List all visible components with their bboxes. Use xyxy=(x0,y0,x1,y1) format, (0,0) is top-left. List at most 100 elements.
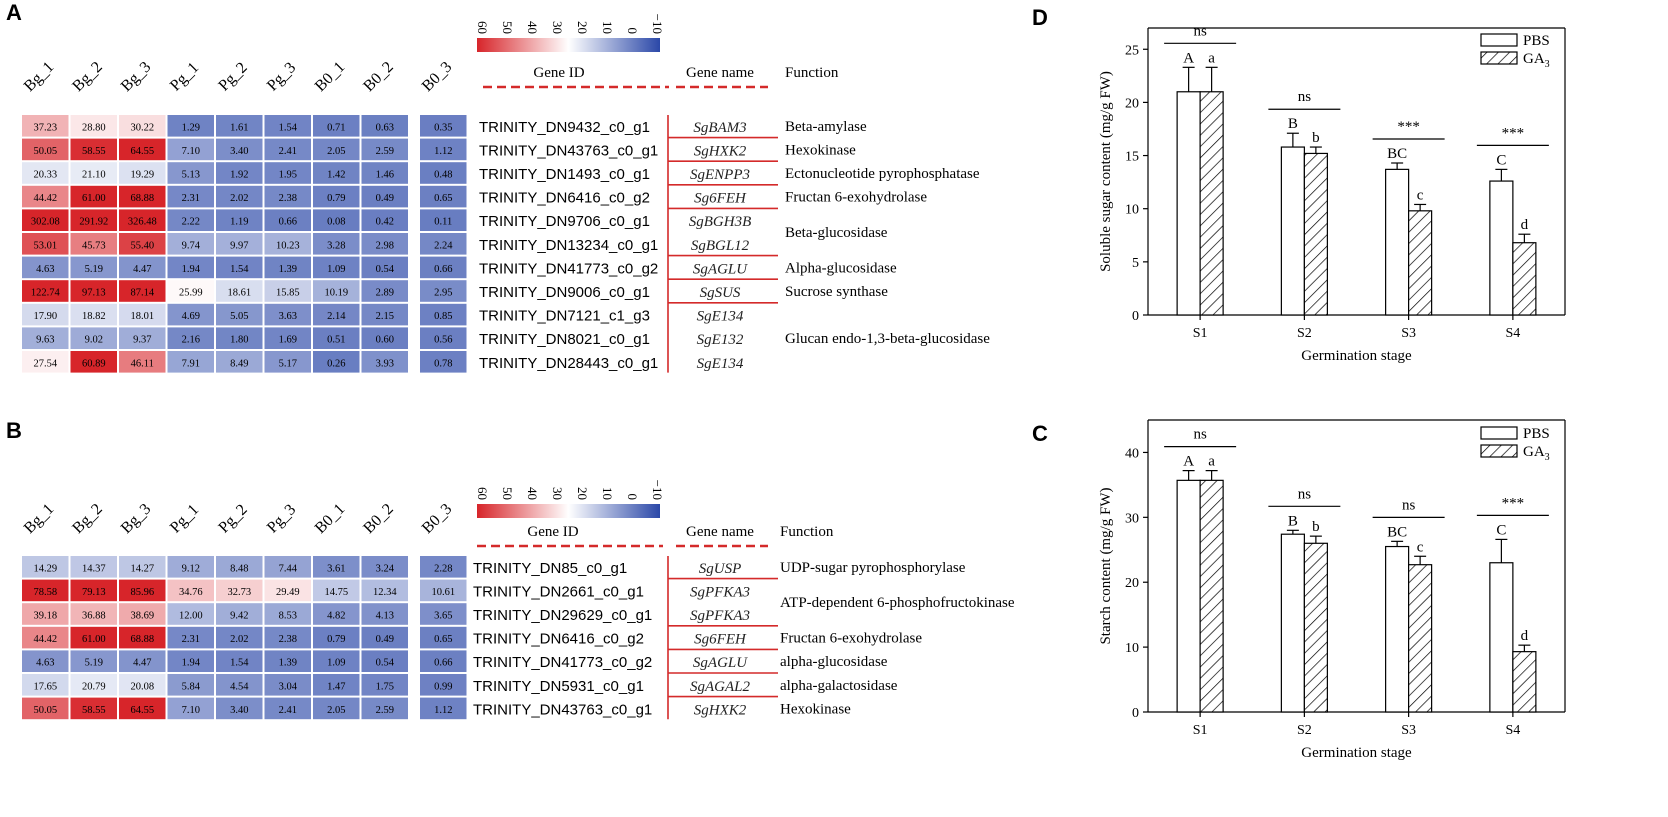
gene-id-label: TRINITY_DN29629_c0_g1 xyxy=(473,607,652,624)
significance-label: *** xyxy=(1502,125,1525,141)
heatmap-cell-value: 64.55 xyxy=(130,146,154,157)
heatmap-cell-value: 3.61 xyxy=(327,563,345,574)
color-scale-tick: 50 xyxy=(500,21,515,34)
heatmap-cell-value: 2.05 xyxy=(327,146,345,157)
heatmap-cell-value: 25.99 xyxy=(179,288,203,299)
color-scale-tick: 30 xyxy=(550,21,565,34)
heatmap-cell xyxy=(361,280,408,302)
heatmap-cell xyxy=(216,603,263,625)
heatmap-cell xyxy=(420,162,467,184)
heatmap-cell-value: 3.28 xyxy=(327,240,345,251)
gene-id-label: TRINITY_DN1493_c0_g1 xyxy=(479,166,650,183)
heatmap-cell xyxy=(70,697,117,720)
heatmap-cell xyxy=(22,233,69,255)
heatmap-cell-value: 9.74 xyxy=(182,240,201,251)
heatmap-cell-value: 3.40 xyxy=(230,705,248,716)
header-function: Function xyxy=(785,65,839,81)
heatmap-cell xyxy=(264,674,311,696)
heatmap-cell xyxy=(361,233,408,255)
y-tick-label: 5 xyxy=(1132,256,1139,271)
heatmap-cell xyxy=(167,603,214,625)
heatmap-cell-value: 122.74 xyxy=(31,288,61,299)
x-tick-label: S4 xyxy=(1505,326,1520,341)
y-axis-title: Soluble sugar content (mg/g FW) xyxy=(1098,71,1114,272)
gene-id-label: TRINITY_DN43763_c0_g1 xyxy=(473,701,652,718)
heatmap-cell-value: 97.13 xyxy=(82,288,106,299)
heatmap-cell-value: 0.08 xyxy=(327,217,345,228)
gene-id-label: TRINITY_DN41773_c0_g2 xyxy=(479,260,658,277)
heatmap-cell xyxy=(420,209,467,231)
heatmap-cell-value: 0.78 xyxy=(434,358,452,369)
heatmap-b: Bg_1 Bg_2 Bg_3 Pg_1 Pg_2 Pg_3 B0_1 B0_2 B0_3 14.2… xyxy=(21,480,1015,720)
gene-name-label: SgE134 xyxy=(697,309,744,325)
panel-letter-d: D xyxy=(1032,5,1048,30)
heatmap-cell-value: 68.88 xyxy=(130,193,154,204)
heatmap-cell xyxy=(70,650,117,672)
heatmap-cell-value: 1.39 xyxy=(279,658,297,669)
gene-id-label: TRINITY_DN85_c0_g1 xyxy=(473,560,627,577)
significance-label: *** xyxy=(1502,495,1525,511)
heatmap-cell-value: 4.54 xyxy=(230,681,249,692)
heatmap-cell xyxy=(167,579,214,602)
heatmap-cell-value: 4.47 xyxy=(133,264,151,275)
heatmap-cell xyxy=(22,209,69,231)
heatmap-cell-value: 2.22 xyxy=(182,217,200,228)
heatmap-cell-value: 1.12 xyxy=(434,146,452,157)
heatmap-cell-value: 1.29 xyxy=(182,122,200,133)
heatmap-cell xyxy=(119,162,166,184)
heatmap-cell-value: 1.47 xyxy=(327,681,345,692)
header-gene-id: Gene ID xyxy=(527,524,578,540)
significance-label: ns xyxy=(1298,89,1312,105)
heatmap-cell xyxy=(420,115,467,137)
heatmap-cell xyxy=(264,256,311,279)
heatmap-cell xyxy=(119,327,166,349)
color-scale-tick: 0 xyxy=(625,494,640,501)
heatmap-cell-value: 61.00 xyxy=(82,634,106,645)
legend-swatch-ga3 xyxy=(1480,444,1518,458)
heatmap-cell-value: 8.48 xyxy=(230,563,248,574)
heatmap-cell-value: 5.84 xyxy=(182,681,201,692)
heatmap-a: Bg_1 Bg_2 Bg_3 Pg_1 Pg_2 Pg_3 B0_1 B0_2 B0_3 37.2… xyxy=(21,14,990,373)
function-label: Fructan 6-exohydrolase xyxy=(780,631,922,647)
heatmap-cell xyxy=(70,674,117,696)
heatmap-cell-value: 3.93 xyxy=(376,358,394,369)
bar-letter: C xyxy=(1496,152,1506,168)
legend-label-ga3: GA3 xyxy=(1523,444,1550,463)
heatmap-cell xyxy=(361,579,408,602)
heatmap-cell xyxy=(216,209,263,231)
heatmap-cell xyxy=(216,185,263,208)
heatmap-cell-value: 2.31 xyxy=(182,193,200,204)
heatmap-cell xyxy=(216,351,263,373)
heatmap-cell-value: 0.85 xyxy=(434,311,452,322)
heatmap-cell-value: 0.60 xyxy=(376,335,394,346)
function-label: Alpha-glucosidase xyxy=(785,260,897,276)
gene-id-label: TRINITY_DN6416_c0_g2 xyxy=(479,190,650,207)
color-scale-tick: −10 xyxy=(650,14,665,34)
gene-name-label: Sg6FEH xyxy=(694,632,747,648)
heatmap-cell-value: 10.23 xyxy=(276,240,300,251)
heatmap-cell xyxy=(70,162,117,184)
heatmap-cell-value: 2.31 xyxy=(182,634,200,645)
heatmap-cell-value: 9.12 xyxy=(182,563,200,574)
sample-label-bg_1: Bg_1 xyxy=(21,501,58,538)
heatmap-cell-value: 85.96 xyxy=(130,587,154,598)
heatmap-cell xyxy=(216,579,263,602)
x-axis-title: Germination stage xyxy=(1301,745,1412,761)
gene-name-label: SgBGH3B xyxy=(689,214,752,230)
heatmap-cell xyxy=(119,303,166,326)
color-scale-tick: 10 xyxy=(600,21,615,34)
sample-label-b0_3: B0_3 xyxy=(419,59,456,96)
heatmap-cell-value: 1.92 xyxy=(230,170,248,181)
heatmap-cell xyxy=(22,115,69,137)
heatmap-cell xyxy=(22,650,69,672)
heatmap-cell xyxy=(216,303,263,326)
heatmap-cell xyxy=(167,280,214,302)
heatmap-cell xyxy=(420,556,467,578)
heatmap-cell xyxy=(264,185,311,208)
legend-label-ga3-sub: 3 xyxy=(1545,59,1550,70)
heatmap-cell-value: 2.28 xyxy=(434,563,452,574)
function-label: alpha-glucosidase xyxy=(780,654,888,670)
heatmap-cell xyxy=(264,162,311,184)
heatmap-cell-value: 1.94 xyxy=(182,264,201,275)
heatmap-cell xyxy=(70,303,117,326)
